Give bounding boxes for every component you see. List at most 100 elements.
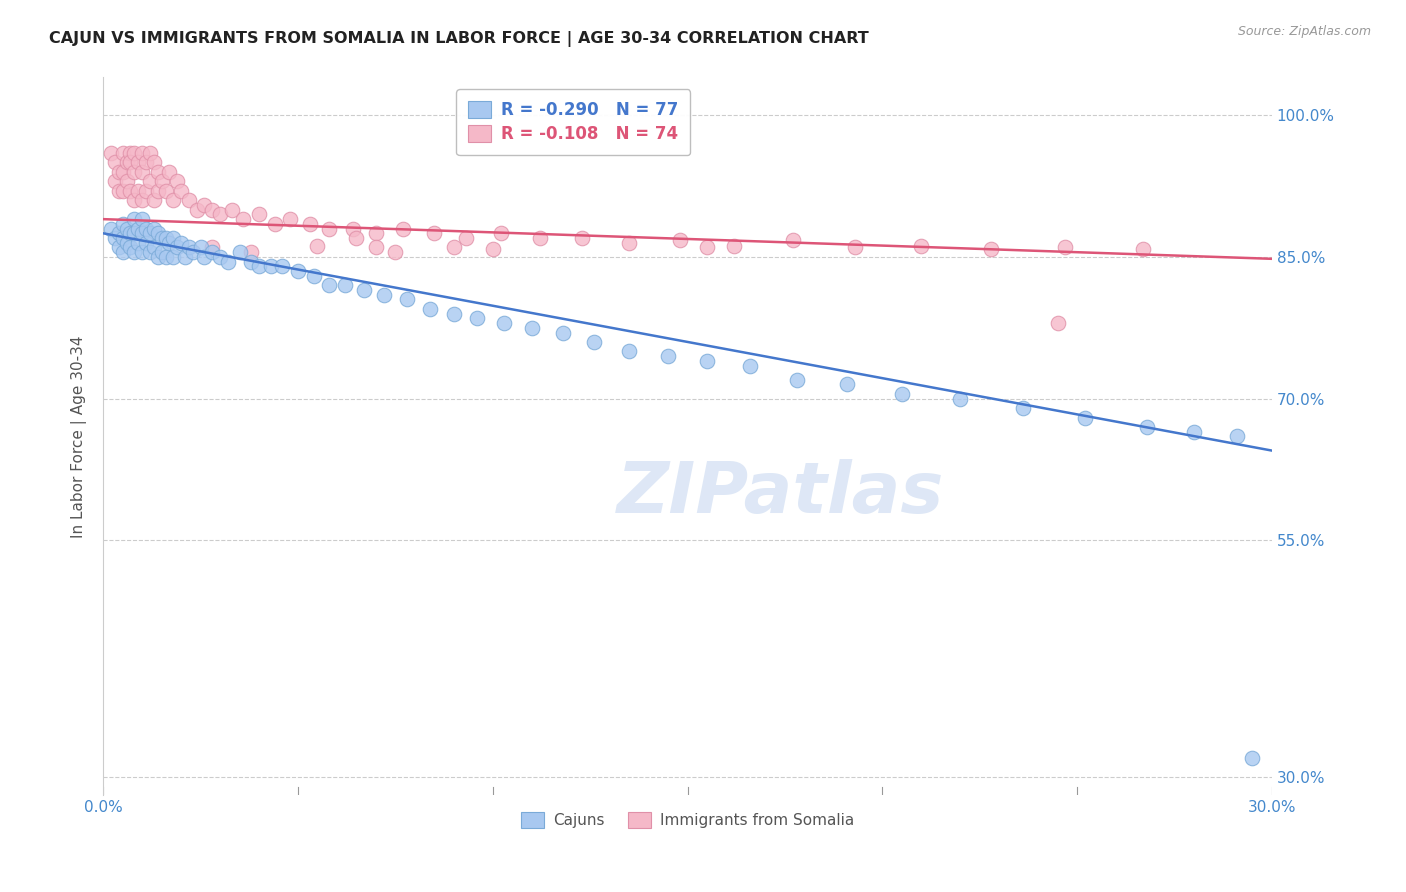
Point	[127, 235, 149, 250]
Point	[135, 184, 157, 198]
Text: CAJUN VS IMMIGRANTS FROM SOMALIA IN LABOR FORCE | AGE 30-34 CORRELATION CHART: CAJUN VS IMMIGRANTS FROM SOMALIA IN LABO…	[49, 31, 869, 47]
Point	[240, 245, 263, 260]
Point	[155, 184, 177, 198]
Point	[127, 221, 149, 235]
Point	[201, 245, 224, 260]
Point	[1046, 316, 1069, 330]
Point	[124, 165, 146, 179]
Point	[135, 235, 157, 250]
Point	[124, 212, 146, 227]
Point	[1241, 750, 1264, 764]
Point	[617, 344, 640, 359]
Point	[150, 174, 173, 188]
Point	[1182, 425, 1205, 439]
Point	[520, 320, 543, 334]
Point	[318, 221, 340, 235]
Point	[346, 231, 368, 245]
Point	[342, 221, 364, 235]
Point	[384, 245, 406, 260]
Point	[131, 193, 153, 207]
Point	[454, 231, 477, 245]
Text: Source: ZipAtlas.com: Source: ZipAtlas.com	[1237, 25, 1371, 38]
Point	[419, 301, 441, 316]
Point	[142, 155, 165, 169]
Point	[837, 377, 859, 392]
Point	[696, 354, 718, 368]
Point	[177, 240, 200, 254]
Point	[124, 227, 146, 241]
Point	[111, 217, 134, 231]
Point	[443, 307, 465, 321]
Point	[162, 231, 184, 245]
Point	[1132, 243, 1154, 257]
Point	[124, 146, 146, 161]
Point	[150, 245, 173, 260]
Point	[571, 231, 593, 245]
Point	[107, 184, 129, 198]
Point	[221, 202, 243, 217]
Point	[127, 155, 149, 169]
Point	[193, 198, 215, 212]
Point	[1074, 410, 1097, 425]
Point	[150, 231, 173, 245]
Point	[107, 240, 129, 254]
Point	[155, 250, 177, 264]
Point	[980, 243, 1002, 257]
Point	[111, 184, 134, 198]
Point	[443, 240, 465, 254]
Point	[278, 212, 301, 227]
Point	[159, 165, 181, 179]
Point	[115, 221, 138, 235]
Point	[240, 254, 263, 268]
Point	[247, 207, 270, 221]
Point	[120, 146, 142, 161]
Point	[170, 184, 193, 198]
Point	[910, 238, 932, 252]
Text: ZIPatlas: ZIPatlas	[617, 459, 945, 528]
Point	[111, 146, 134, 161]
Point	[373, 287, 395, 301]
Point	[302, 268, 325, 283]
Point	[131, 146, 153, 161]
Point	[142, 240, 165, 254]
Point	[617, 235, 640, 250]
Point	[201, 202, 224, 217]
Point	[396, 293, 419, 307]
Point	[844, 240, 866, 254]
Point	[107, 165, 129, 179]
Point	[949, 392, 972, 406]
Point	[162, 250, 184, 264]
Point	[890, 387, 912, 401]
Point	[155, 231, 177, 245]
Point	[131, 212, 153, 227]
Point	[115, 174, 138, 188]
Point	[142, 193, 165, 207]
Point	[166, 240, 188, 254]
Point	[1011, 401, 1033, 415]
Point	[298, 217, 321, 231]
Point	[583, 334, 606, 349]
Point	[146, 165, 169, 179]
Point	[529, 231, 551, 245]
Point	[135, 221, 157, 235]
Point	[786, 373, 808, 387]
Point	[657, 349, 679, 363]
Point	[142, 221, 165, 235]
Point	[551, 326, 574, 340]
Point	[186, 202, 208, 217]
Point	[124, 245, 146, 260]
Y-axis label: In Labor Force | Age 30-34: In Labor Force | Age 30-34	[72, 335, 87, 538]
Point	[190, 240, 212, 254]
Point	[333, 278, 356, 293]
Point	[353, 283, 375, 297]
Point	[494, 316, 516, 330]
Point	[120, 227, 142, 241]
Point	[131, 227, 153, 241]
Point	[131, 245, 153, 260]
Point	[159, 235, 181, 250]
Point	[177, 193, 200, 207]
Point	[120, 184, 142, 198]
Point	[1136, 420, 1159, 434]
Point	[782, 233, 804, 247]
Point	[1226, 429, 1249, 443]
